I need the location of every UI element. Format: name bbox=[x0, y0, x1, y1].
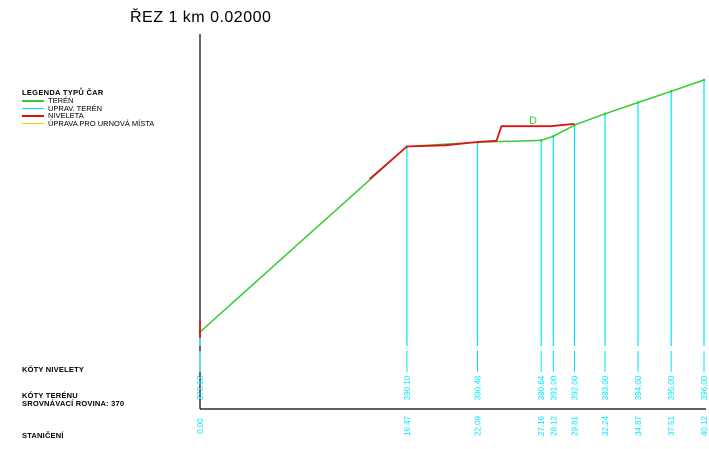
koty-terenu-label: KÓTY TERÉNU bbox=[22, 391, 78, 400]
terrain-elevation-label: 393.00 bbox=[601, 375, 610, 400]
terrain-elevation-label: 391.00 bbox=[549, 375, 558, 400]
terrain-point bbox=[702, 78, 706, 82]
legend-item-label: ÚPRAVA PRO URNOVÁ MÍSTA bbox=[48, 118, 155, 128]
niveleta-swatch bbox=[22, 115, 44, 117]
legend-item-teren: TERÉN bbox=[22, 97, 154, 105]
station-label: 34.87 bbox=[634, 415, 643, 436]
srovnavaci-rovina-label: SROVNÁVACÍ ROVINA: 370 bbox=[22, 399, 125, 408]
terrain-point bbox=[636, 101, 640, 104]
station-label: 27.16 bbox=[537, 415, 546, 436]
annotation-d: D bbox=[529, 115, 537, 127]
section-title: ŘEZ 1 km 0.02000 bbox=[130, 9, 272, 26]
koty-nivelety-label: KÓTY NIVELETY bbox=[22, 365, 85, 374]
legend-item-uprav-teren: UPRAV. TERÉN bbox=[22, 103, 154, 113]
station-label: 0.00 bbox=[196, 418, 205, 434]
urnova-swatch bbox=[22, 122, 44, 124]
teren-swatch bbox=[22, 100, 44, 102]
terrain-elevation-label: 390.64 bbox=[537, 375, 546, 400]
terrain-elevation-label: 395.00 bbox=[667, 375, 676, 400]
station-label: 37.51 bbox=[667, 415, 676, 436]
station-label: 16.47 bbox=[403, 415, 412, 436]
line-types-legend: LEGENDA TYPŮ ČAR TERÉN UPRAV. TERÉN NIVE… bbox=[22, 88, 154, 127]
legend-item-niveleta: NIVELETA bbox=[22, 112, 154, 120]
terrain-point bbox=[669, 90, 673, 93]
terrain-elevation-label: 392.00 bbox=[571, 375, 580, 400]
terrain-elevation-label: 390.48 bbox=[474, 375, 483, 400]
terrain-line bbox=[199, 79, 705, 333]
station-label: 22.09 bbox=[474, 415, 483, 436]
legend-item-label: TERÉN bbox=[48, 96, 74, 105]
niveleta-line bbox=[369, 123, 575, 180]
terrain-elevation-label: 394.00 bbox=[634, 375, 643, 400]
legend-item-label: NIVELETA bbox=[48, 111, 84, 120]
legend-heading: LEGENDA TYPŮ ČAR bbox=[22, 88, 104, 97]
station-label: 32.24 bbox=[601, 415, 610, 436]
station-label: 40.12 bbox=[700, 415, 709, 436]
terrain-point bbox=[539, 139, 543, 142]
uprav-teren-swatch bbox=[22, 107, 44, 109]
terrain-elevation-label: 390.10 bbox=[403, 375, 412, 400]
station-label: 28.12 bbox=[549, 415, 558, 436]
terrain-elevation-label: 373.63 bbox=[196, 375, 205, 400]
station-label: 29.81 bbox=[571, 415, 580, 436]
terrain-point bbox=[552, 135, 555, 138]
terrain-elevation-label: 396.00 bbox=[700, 375, 709, 400]
legend-item-label: UPRAV. TERÉN bbox=[48, 103, 103, 113]
staniceni-label: STANIČENÍ bbox=[22, 431, 64, 440]
legend-item-urnova: ÚPRAVA PRO URNOVÁ MÍSTA bbox=[22, 118, 155, 128]
terrain-point bbox=[603, 112, 607, 116]
